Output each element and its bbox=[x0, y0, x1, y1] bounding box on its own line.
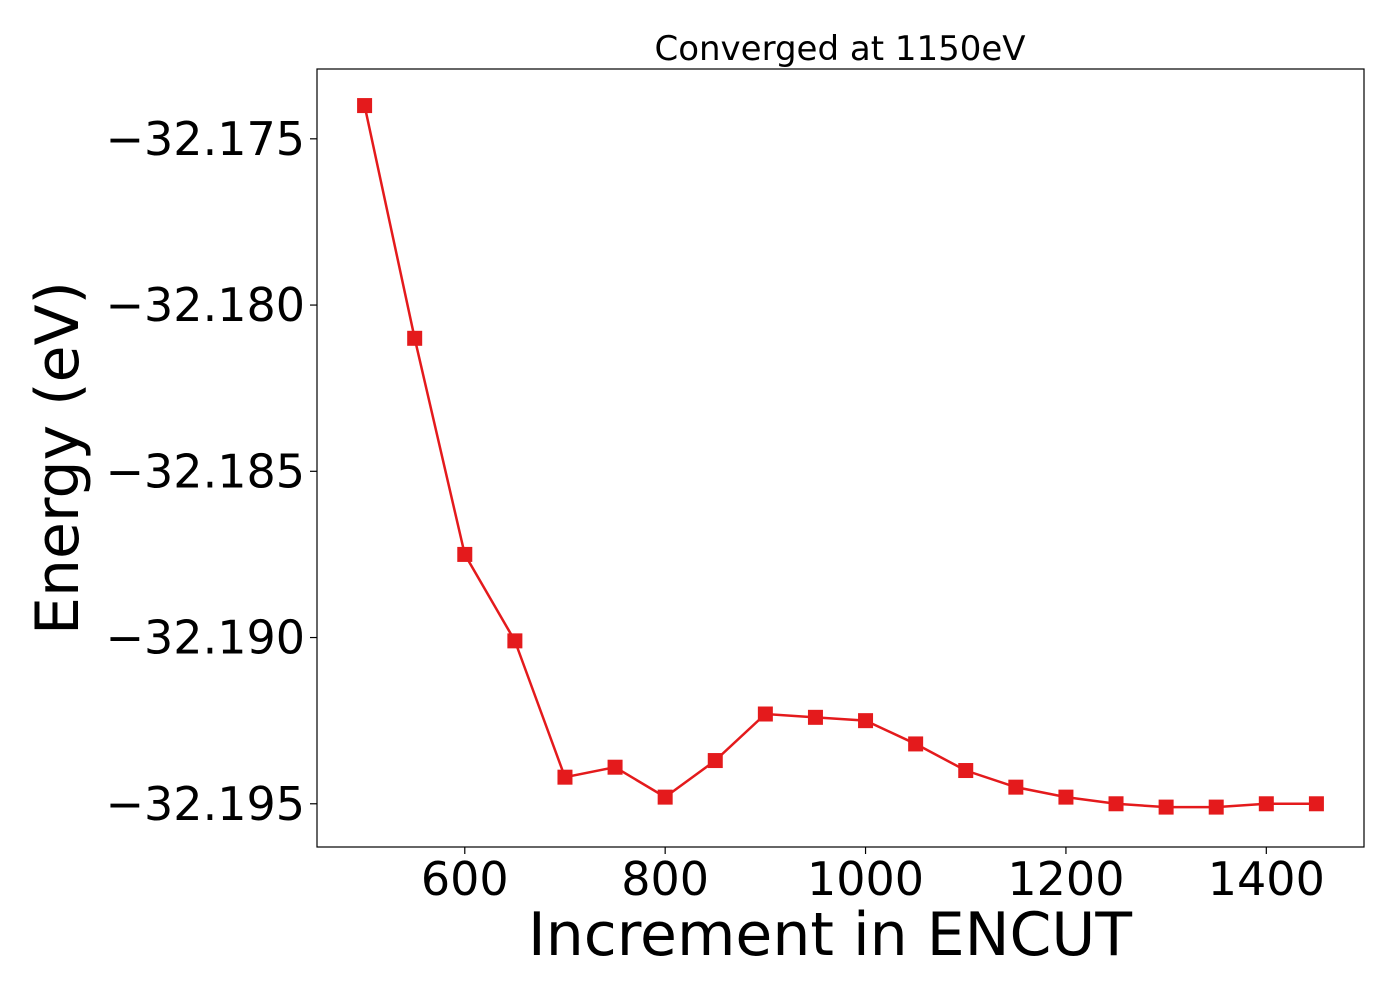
data-point-marker bbox=[858, 713, 874, 729]
data-point-marker bbox=[1158, 799, 1174, 815]
y-tick-label: −32.195 bbox=[106, 777, 306, 831]
data-point-marker bbox=[657, 789, 673, 805]
series-layer bbox=[357, 98, 1324, 815]
data-point-marker bbox=[407, 330, 423, 346]
x-tick-label: 1000 bbox=[807, 852, 924, 906]
x-tick-label: 800 bbox=[621, 852, 709, 906]
data-point-marker bbox=[607, 759, 623, 775]
y-tick-label: −32.185 bbox=[106, 444, 306, 498]
y-tick-label: −32.190 bbox=[106, 611, 306, 665]
data-point-marker bbox=[958, 763, 974, 779]
data-point-marker bbox=[1308, 796, 1324, 812]
x-tick-label: 600 bbox=[421, 852, 509, 906]
data-point-marker bbox=[557, 769, 573, 785]
data-point-marker bbox=[908, 736, 924, 752]
x-tick-label: 1200 bbox=[1007, 852, 1124, 906]
x-axis-ticks: 600 800 1000 1200 1400 bbox=[421, 847, 1325, 906]
series-line bbox=[363, 105, 1317, 809]
chart-title: Converged at 1150eV bbox=[654, 29, 1025, 69]
data-point-marker bbox=[1208, 799, 1224, 815]
data-point-marker bbox=[1008, 779, 1024, 795]
data-point-marker bbox=[1058, 789, 1074, 805]
data-point-marker bbox=[357, 98, 373, 114]
data-point-marker bbox=[1258, 796, 1274, 812]
y-axis-title: Energy (eV) bbox=[23, 281, 93, 635]
y-axis-ticks: −32.175 −32.180 −32.185 −32.190 −32.195 bbox=[106, 112, 317, 831]
x-tick-label: 1400 bbox=[1208, 852, 1325, 906]
data-point-marker bbox=[457, 546, 473, 562]
data-point-marker bbox=[707, 753, 723, 769]
data-point-marker bbox=[1108, 796, 1124, 812]
plot-area bbox=[316, 68, 1365, 848]
data-point-marker bbox=[757, 706, 773, 722]
data-point-marker bbox=[507, 633, 523, 649]
data-point-marker bbox=[807, 709, 823, 725]
y-tick-label: −32.175 bbox=[106, 112, 306, 166]
y-tick-label: −32.180 bbox=[106, 278, 306, 332]
x-axis-title: Increment in ENCUT bbox=[528, 900, 1132, 970]
